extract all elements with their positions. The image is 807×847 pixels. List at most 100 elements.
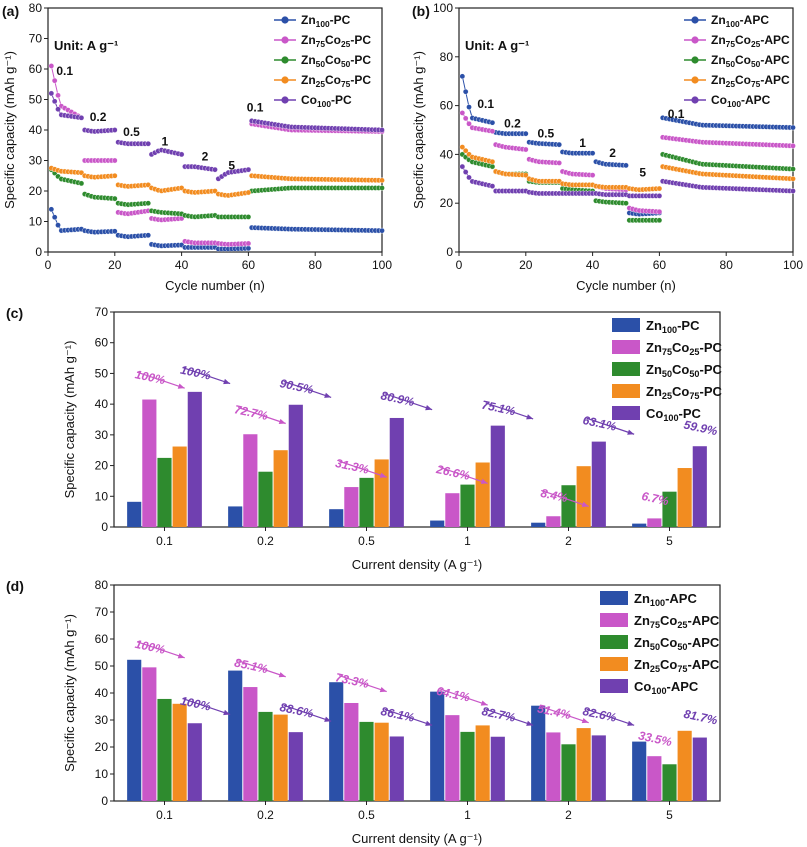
bar [531,522,546,527]
legend-label-main: Co [711,93,727,107]
data-point [112,195,118,202]
percent-label: 100% [179,363,212,383]
data-point [379,127,385,133]
legend-label-sub2: 75 [689,391,699,401]
y-tick-label: 80 [95,578,109,592]
arrow-head [379,686,387,693]
y-tick-label: 20 [440,196,454,210]
y-tick-label: 20 [95,459,109,473]
y-tick-label: 10 [95,489,109,503]
trend-arrow [283,380,332,398]
x-tick-label: 0.5 [358,808,375,822]
legend-label: Co100-APC [634,679,699,696]
bar [389,417,404,527]
legend-label: Zn50Co50-PC [301,53,371,69]
data-point [48,206,55,213]
percent-label: 75.1% [481,398,518,419]
y-tick-label: 40 [95,686,109,700]
series-Co100 [187,391,707,527]
y-axis-label: Specific capacity (mAh g⁻¹) [62,614,77,772]
percent-label: 31.3% [334,456,371,477]
arrow-head [177,383,185,389]
bar [258,471,273,527]
bar [591,441,606,527]
percent-label: 100% [134,367,167,387]
legend-swatch [600,635,628,649]
data-point [462,88,469,95]
arrow-head [581,718,589,724]
series-Co100 [187,723,707,801]
panel-label: (c) [6,305,23,321]
y-tick-label: 70 [95,305,109,319]
rate-label: 0.5 [123,125,140,139]
legend-label-sub: 75 [662,347,672,357]
panel-label: (b) [412,3,430,19]
x-tick-label: 20 [108,258,122,272]
legend-label-sub2: 50 [341,59,351,69]
bar [288,404,303,527]
x-tick-label: 40 [175,258,189,272]
bar [157,698,172,801]
data-point [656,208,663,215]
legend-label-sub: 50 [650,642,660,652]
trend-arrow [182,367,231,385]
legend-label-sub: 50 [316,59,326,69]
x-tick-label: 80 [309,258,323,272]
bar [430,691,445,801]
legend-label-main: Co [634,679,651,694]
legend-label-sub2: 25 [677,620,687,630]
legend-label-sub: 100 [316,19,330,29]
legend-label-sub: 25 [316,79,326,89]
trend-arrow [238,660,286,678]
bar [243,687,258,801]
y-tick-label: 10 [95,767,109,781]
x-tick-label: 20 [519,258,533,272]
legend-label-sub: 100 [650,598,665,608]
y-tick-label: 60 [440,99,454,113]
legend-label-sub: 100 [727,99,741,109]
rate-label: 0.1 [668,107,685,121]
data-point [459,163,466,170]
rate-label: 0.1 [247,101,264,115]
x-tick-label: 5 [666,534,673,548]
legend-label: Zn75Co25-APC [634,613,720,630]
percent-label: 51.4% [536,701,573,722]
bar [344,487,359,527]
rate-label: 2 [609,146,616,160]
trend-arrow [541,489,589,507]
legend-label-main2: Co [325,33,341,47]
percent-label: 86.1% [380,704,417,725]
legend-marker [281,76,289,84]
data-point [489,128,496,135]
x-axis-label: Current density (A g⁻¹) [352,831,482,846]
percent-label: 82.7% [481,704,518,725]
rate-label: 5 [228,159,235,173]
percent-label: 63.1% [582,413,619,434]
legend-label-suffix: -APC [665,591,697,606]
legend-label-main2: Co [660,657,677,672]
data-point [589,150,596,156]
legend-label-main2: Co [325,53,341,67]
percent-label: 72.7% [233,402,270,423]
legend-label-main: Zn [301,33,316,47]
y-tick-label: 0 [446,245,453,259]
data-point [466,104,472,110]
percent-label: 64.1% [435,684,472,705]
data-point [245,240,252,247]
legend-label-sub2: 75 [341,79,351,89]
percent-label: 82.6% [582,704,619,725]
y-axis-label: Specific capacity (mAh g⁻¹) [62,341,77,499]
y-tick-label: 0 [35,245,42,259]
legend-label: Co100-PC [301,93,352,109]
bar [632,741,647,801]
bar [647,518,662,527]
percent-label: 85.1% [233,655,270,676]
data-point [112,228,118,235]
arrow-head [425,720,433,726]
legend-swatch [600,657,628,671]
y-tick-label: 0 [101,794,108,808]
y-tick-label: 30 [29,154,43,168]
y-tick-label: 40 [95,397,109,411]
x-tick-label: 60 [242,258,256,272]
